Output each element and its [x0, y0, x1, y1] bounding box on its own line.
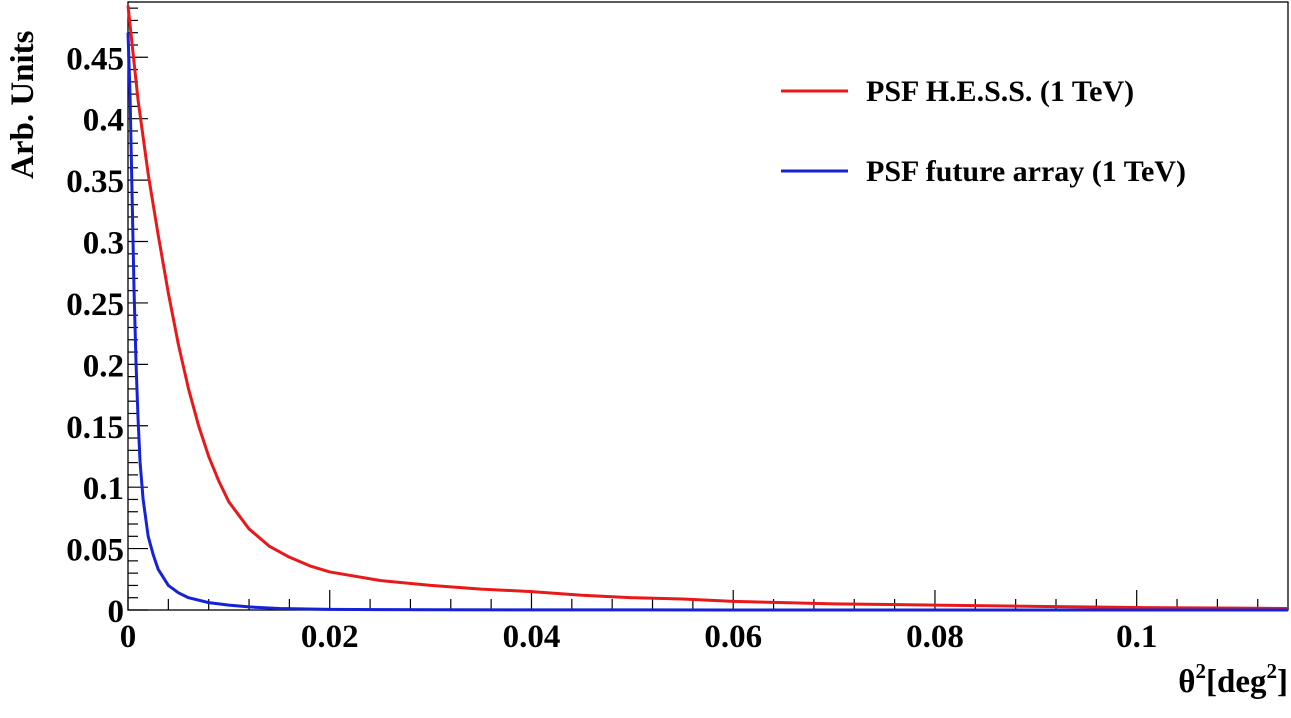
legend: PSF H.E.S.S. (1 TeV) PSF future array (1…: [781, 75, 1186, 188]
x-tick-label: 0.04: [503, 619, 561, 655]
x-tick-label: 0.06: [704, 619, 762, 655]
y-tick-label: 0.15: [66, 410, 124, 446]
y-tick-label: 0.3: [83, 226, 124, 262]
x-tick-label: 0.02: [301, 619, 359, 655]
x-axis-title-sup2: 2: [1267, 659, 1278, 683]
y-tick-label: 0.05: [66, 533, 124, 569]
x-tick-label: 0.08: [906, 619, 964, 655]
y-tick-label: 0: [108, 594, 125, 630]
x-axis-title-sup1: 2: [1196, 659, 1207, 683]
y-tick-label: 0.45: [66, 41, 124, 77]
y-tick-label: 0.1: [83, 471, 124, 507]
x-axis-title: θ2[deg2]: [1178, 659, 1288, 700]
x-axis-title-base: θ: [1178, 664, 1195, 700]
series-line-hess: [126, 5, 1289, 611]
series-line-future: [126, 32, 1289, 612]
legend-label-future: PSF future array (1 TeV): [866, 155, 1186, 188]
y-tick-label: 0.4: [83, 103, 124, 139]
y-tick-label: 0.35: [66, 164, 124, 200]
x-tick-label: 0.1: [1116, 619, 1157, 655]
x-axis-title-mid: [deg: [1206, 664, 1267, 700]
x-axis-title-end: ]: [1277, 664, 1288, 700]
legend-label-hess: PSF H.E.S.S. (1 TeV): [866, 75, 1134, 108]
y-tick-label: 0.25: [66, 287, 124, 323]
x-tick-label: 0: [120, 619, 137, 655]
y-axis-title: Arb. Units: [5, 30, 41, 179]
y-tick-label: 0.2: [83, 348, 124, 384]
